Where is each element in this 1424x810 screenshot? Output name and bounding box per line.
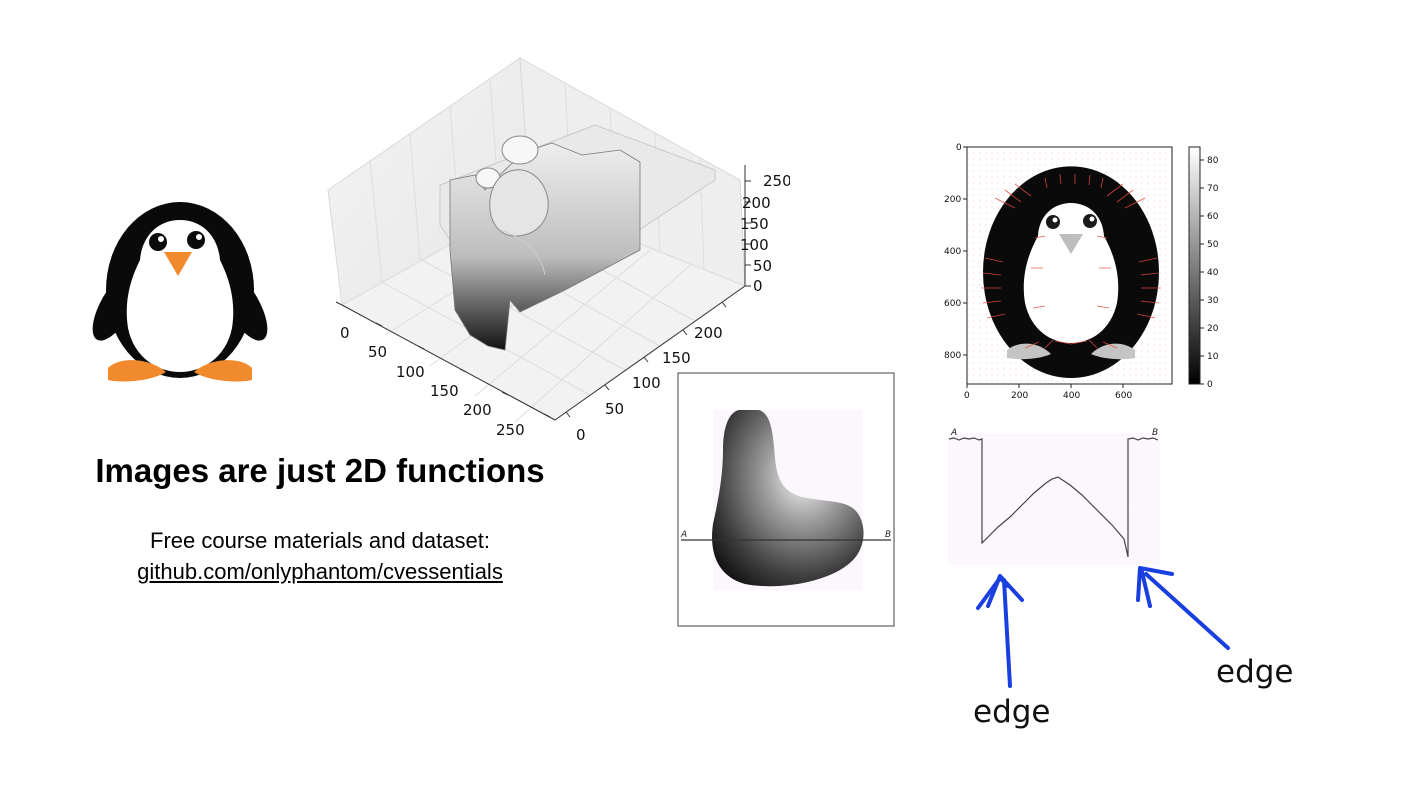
- surface-x-tick: 150: [430, 382, 459, 400]
- blob-intensity-image: A B: [677, 372, 895, 627]
- surface-z-tick: 100: [740, 236, 769, 254]
- surface-y-tick: 50: [605, 400, 624, 418]
- surface-z-tick: 50: [753, 257, 772, 275]
- colorbar-tick: 60: [1207, 212, 1219, 222]
- colorbar-tick: 40: [1207, 268, 1219, 278]
- intensity-profile-plot: A B: [948, 428, 1160, 565]
- surface-x-tick: 200: [463, 401, 492, 419]
- quiver-y-tick: 400: [944, 247, 961, 257]
- course-materials-text: Free course materials and dataset:: [150, 528, 490, 553]
- surface-y-tick: 100: [632, 374, 661, 392]
- colorbar-tick: 0: [1207, 380, 1213, 390]
- edge-arrows: [976, 566, 1230, 688]
- surface-z-tick: 250: [763, 172, 790, 190]
- quiver-y-tick: 200: [944, 195, 961, 205]
- penguin-illustration: [92, 202, 268, 382]
- surface-y-tick: 150: [662, 349, 691, 367]
- edge-label-left: edge: [973, 694, 1051, 730]
- quiver-y-tick: 0: [956, 143, 962, 153]
- gradient-quiver-plot: 0 200 400 600 800 0 200 400 600 0 10 20 …: [944, 143, 1219, 401]
- surface-y-tick: 200: [694, 324, 723, 342]
- colorbar-tick: 10: [1207, 352, 1219, 362]
- arrow-left-icon: [1002, 578, 1012, 688]
- quiver-x-tick: 0: [964, 391, 970, 401]
- profile-point-a: A: [950, 428, 957, 438]
- surface-x-tick: 100: [396, 363, 425, 381]
- quiver-x-tick: 600: [1115, 391, 1132, 401]
- surface-x-tick: 250: [496, 421, 525, 439]
- quiver-y-tick: 600: [944, 299, 961, 309]
- surface-plot-3d: 0 50 100 150 200 250 0 50 100 150 200 0 …: [327, 57, 790, 444]
- course-link[interactable]: github.com/onlyphantom/cvessentials: [137, 559, 503, 584]
- surface-z-tick: 0: [753, 277, 763, 295]
- surface-y-tick: 0: [576, 426, 586, 444]
- surface-z-tick: 150: [740, 215, 769, 233]
- surface-x-tick: 0: [340, 324, 350, 342]
- surface-z-tick: 200: [742, 194, 771, 212]
- slide-title: Images are just 2D functions: [95, 452, 545, 489]
- profile-point-b: B: [1152, 428, 1158, 438]
- quiver-y-tick: 800: [944, 351, 961, 361]
- colorbar-tick: 30: [1207, 296, 1219, 306]
- quiver-penguin: [983, 166, 1159, 379]
- blob-point-a: A: [680, 530, 687, 540]
- blob-point-b: B: [885, 530, 891, 540]
- surface-x-tick: 50: [368, 343, 387, 361]
- quiver-x-tick: 200: [1011, 391, 1028, 401]
- colorbar-tick: 20: [1207, 324, 1219, 334]
- colorbar-tick: 70: [1207, 184, 1219, 194]
- colorbar-tick: 80: [1207, 156, 1219, 166]
- colorbar-tick: 50: [1207, 240, 1219, 250]
- quiver-x-tick: 400: [1063, 391, 1080, 401]
- arrow-right-icon: [1144, 572, 1230, 650]
- edge-label-right: edge: [1216, 654, 1294, 690]
